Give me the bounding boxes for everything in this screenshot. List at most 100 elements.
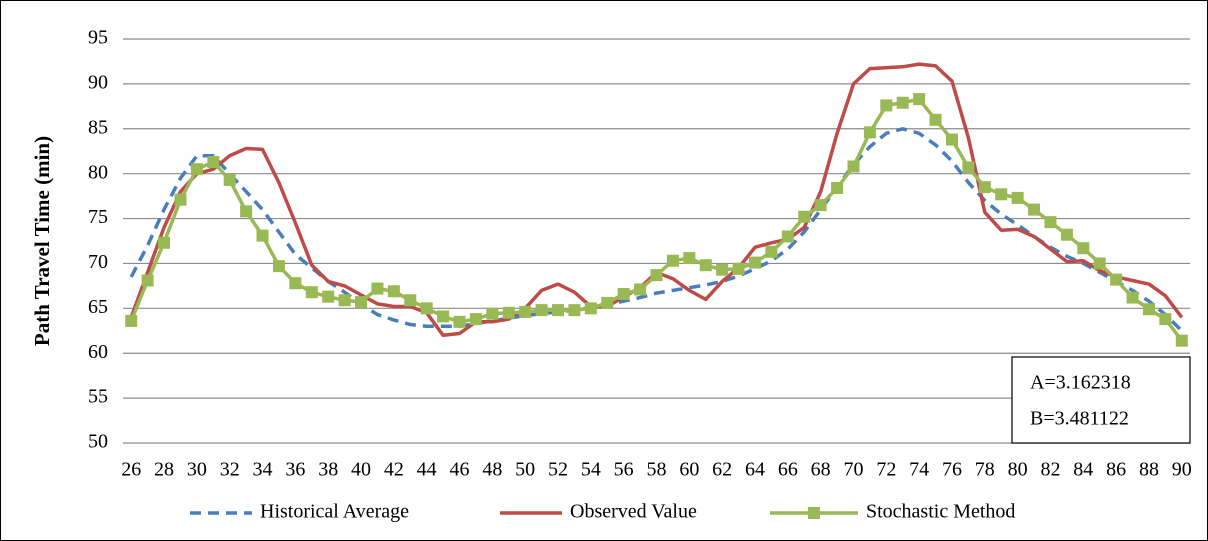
x-tick-label: 56 bbox=[614, 459, 634, 481]
x-tick-label: 44 bbox=[417, 459, 437, 481]
y-tick-label: 65 bbox=[88, 296, 108, 318]
point-marker bbox=[634, 283, 647, 296]
x-tick-label: 46 bbox=[450, 459, 470, 481]
x-tick-label: 60 bbox=[679, 459, 699, 481]
point-marker bbox=[699, 259, 712, 272]
point-marker bbox=[289, 277, 302, 290]
x-tick-label: 64 bbox=[745, 459, 765, 481]
x-tick-label: 50 bbox=[515, 459, 535, 481]
point-marker bbox=[1011, 191, 1024, 204]
y-tick-label: 95 bbox=[88, 27, 108, 49]
point-marker bbox=[617, 287, 630, 300]
point-marker bbox=[945, 133, 958, 146]
point-marker bbox=[158, 236, 171, 249]
point-marker bbox=[420, 302, 433, 315]
point-marker bbox=[913, 93, 926, 106]
point-marker bbox=[190, 163, 203, 176]
point-marker bbox=[568, 304, 581, 317]
x-tick-label: 88 bbox=[1139, 459, 1159, 481]
point-marker bbox=[962, 161, 975, 174]
point-marker bbox=[174, 193, 187, 206]
point-marker bbox=[453, 315, 466, 328]
point-marker bbox=[896, 96, 909, 109]
x-tick-label: 76 bbox=[942, 459, 962, 481]
x-tick-label: 52 bbox=[548, 459, 568, 481]
point-marker bbox=[732, 262, 745, 275]
point-marker bbox=[1126, 291, 1139, 304]
x-tick-label: 70 bbox=[843, 459, 863, 481]
x-tick-label: 90 bbox=[1172, 459, 1192, 481]
point-marker bbox=[1044, 216, 1057, 229]
y-tick-label: 70 bbox=[88, 251, 108, 273]
point-marker bbox=[125, 314, 138, 327]
point-marker bbox=[322, 290, 335, 303]
point-marker bbox=[1175, 334, 1188, 347]
x-tick-label: 80 bbox=[1008, 459, 1028, 481]
point-marker bbox=[437, 310, 450, 323]
annotation: B=3.481122 bbox=[1030, 408, 1129, 430]
point-marker bbox=[683, 252, 696, 265]
point-marker bbox=[272, 260, 285, 273]
point-marker bbox=[798, 210, 811, 223]
point-marker bbox=[880, 99, 893, 112]
y-tick-label: 90 bbox=[88, 71, 108, 93]
point-marker bbox=[601, 296, 614, 309]
point-marker bbox=[929, 113, 942, 126]
point-marker bbox=[240, 205, 253, 218]
point-marker bbox=[486, 307, 499, 320]
x-tick-label: 68 bbox=[811, 459, 831, 481]
point-marker bbox=[781, 230, 794, 243]
point-marker bbox=[748, 256, 761, 269]
x-tick-label: 82 bbox=[1040, 459, 1060, 481]
x-tick-label: 36 bbox=[285, 459, 305, 481]
legend-marker bbox=[808, 507, 820, 519]
legend-label: Historical Average bbox=[260, 501, 409, 523]
point-marker bbox=[666, 254, 679, 267]
y-tick-label: 75 bbox=[88, 206, 108, 228]
x-tick-label: 72 bbox=[876, 459, 896, 481]
point-marker bbox=[650, 269, 663, 282]
x-tick-label: 38 bbox=[318, 459, 338, 481]
point-marker bbox=[355, 296, 368, 309]
x-tick-label: 32 bbox=[220, 459, 240, 481]
point-marker bbox=[535, 304, 548, 317]
legend-label: Observed Value bbox=[570, 501, 697, 523]
x-tick-label: 74 bbox=[909, 459, 929, 481]
point-marker bbox=[847, 160, 860, 173]
series-line bbox=[129, 127, 1184, 333]
x-tick-label: 48 bbox=[482, 459, 502, 481]
point-marker bbox=[863, 126, 876, 139]
x-tick-label: 54 bbox=[581, 459, 601, 481]
point-marker bbox=[995, 188, 1008, 201]
point-marker bbox=[404, 294, 417, 307]
y-tick-label: 55 bbox=[88, 386, 108, 408]
x-tick-label: 30 bbox=[187, 459, 207, 481]
point-marker bbox=[814, 199, 827, 212]
x-tick-label: 34 bbox=[253, 459, 273, 481]
x-tick-label: 40 bbox=[351, 459, 371, 481]
y-tick-label: 85 bbox=[88, 116, 108, 138]
x-tick-label: 62 bbox=[712, 459, 732, 481]
y-tick-label: 80 bbox=[88, 161, 108, 183]
point-marker bbox=[141, 274, 154, 287]
x-tick-label: 66 bbox=[778, 459, 798, 481]
point-marker bbox=[371, 282, 384, 295]
point-marker bbox=[469, 313, 482, 326]
point-marker bbox=[305, 286, 318, 299]
point-marker bbox=[1077, 242, 1090, 255]
legend-label: Stochastic Method bbox=[866, 501, 1015, 523]
annotation: A=3.162318 bbox=[1030, 372, 1131, 394]
x-tick-label: 58 bbox=[647, 459, 667, 481]
point-marker bbox=[519, 305, 532, 318]
point-marker bbox=[1028, 203, 1041, 216]
point-marker bbox=[502, 306, 515, 319]
y-axis-title: Path Travel Time (min) bbox=[30, 136, 54, 346]
y-tick-label: 50 bbox=[88, 431, 108, 453]
point-marker bbox=[1110, 273, 1123, 286]
x-tick-label: 78 bbox=[975, 459, 995, 481]
x-tick-label: 84 bbox=[1073, 459, 1093, 481]
point-marker bbox=[387, 285, 400, 298]
point-marker bbox=[716, 263, 729, 276]
point-marker bbox=[223, 173, 236, 186]
